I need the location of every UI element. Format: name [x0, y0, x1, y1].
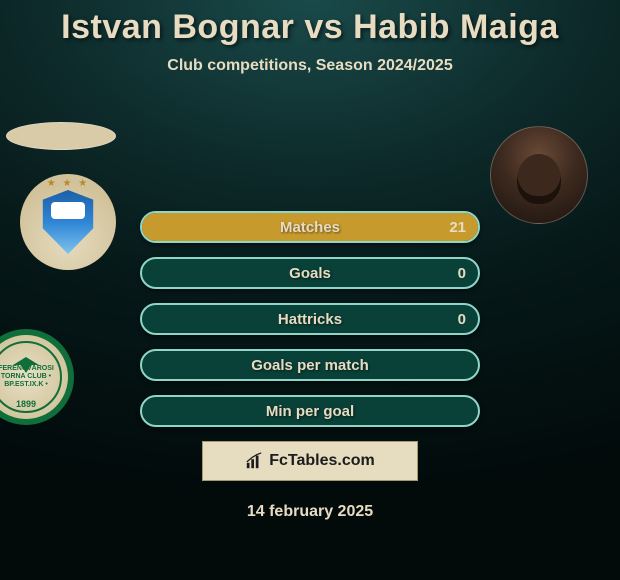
- stat-row: Hattricks0: [140, 303, 480, 335]
- player-right-avatar: [490, 126, 588, 224]
- club-right-ring-text: FERENCVÁROSI TORNA CLUB • BP.EST.IX.K •: [0, 365, 60, 388]
- stat-value-right: 0: [458, 259, 466, 287]
- stat-label: Hattricks: [142, 305, 478, 333]
- stat-label: Goals per match: [142, 351, 478, 379]
- stat-label: Min per goal: [142, 397, 478, 425]
- club-left-stars-icon: ★ ★ ★: [20, 178, 116, 189]
- brand-box[interactable]: FcTables.com: [202, 441, 418, 481]
- player-left-avatar: [6, 122, 116, 150]
- stat-value-right: 21: [449, 213, 466, 241]
- stat-value-right: 0: [458, 305, 466, 333]
- stat-row: Matches21: [140, 211, 480, 243]
- stat-rows: Matches21Goals0Hattricks0Goals per match…: [140, 211, 480, 427]
- club-right-year: 1899: [0, 399, 68, 409]
- page-title: Istvan Bognar vs Habib Maiga: [0, 0, 620, 47]
- brand-text: FcTables.com: [269, 452, 375, 470]
- stat-row: Goals per match: [140, 349, 480, 381]
- stat-label: Goals: [142, 259, 478, 287]
- club-left-shield-icon: [40, 190, 96, 254]
- club-left-crest: ★ ★ ★: [20, 174, 116, 270]
- stat-row: Min per goal: [140, 395, 480, 427]
- date-text: 14 february 2025: [0, 503, 620, 521]
- page-subtitle: Club competitions, Season 2024/2025: [0, 57, 620, 75]
- stat-row: Goals0: [140, 257, 480, 289]
- stat-label: Matches: [142, 213, 478, 241]
- brand-bars-icon: [245, 452, 263, 470]
